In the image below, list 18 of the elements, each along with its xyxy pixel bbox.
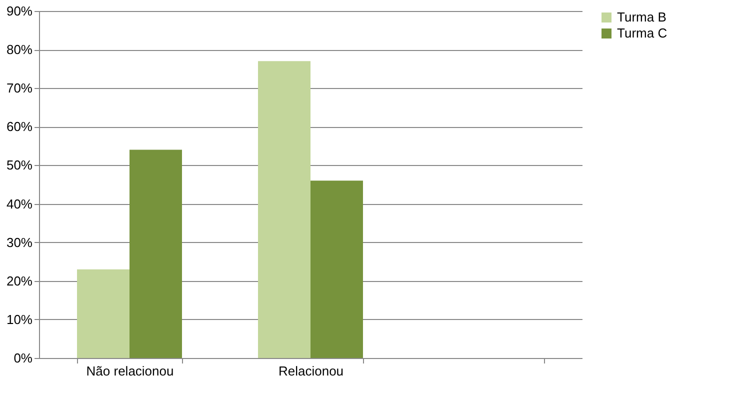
x-tick-label: Não relacionou bbox=[86, 364, 174, 378]
bar bbox=[130, 150, 182, 358]
y-tick-label: 10% bbox=[6, 312, 33, 327]
y-tick-label: 80% bbox=[6, 42, 33, 58]
y-tick-label: 90% bbox=[6, 4, 33, 18]
y-tick-label: 0% bbox=[14, 350, 33, 366]
bar bbox=[258, 61, 310, 358]
bar bbox=[310, 180, 363, 358]
legend-label: Turma B bbox=[617, 10, 666, 24]
y-tick-label: 30% bbox=[6, 234, 33, 250]
y-tick-label: 40% bbox=[6, 196, 33, 212]
y-tick-label: 50% bbox=[6, 158, 33, 173]
y-tick-label: 20% bbox=[6, 273, 33, 288]
legend-label: Turma C bbox=[617, 26, 668, 40]
y-tick-label: 60% bbox=[6, 119, 33, 134]
x-tick-label: Relacionou bbox=[278, 364, 344, 378]
y-tick-label: 70% bbox=[6, 80, 33, 96]
bar bbox=[77, 269, 130, 358]
